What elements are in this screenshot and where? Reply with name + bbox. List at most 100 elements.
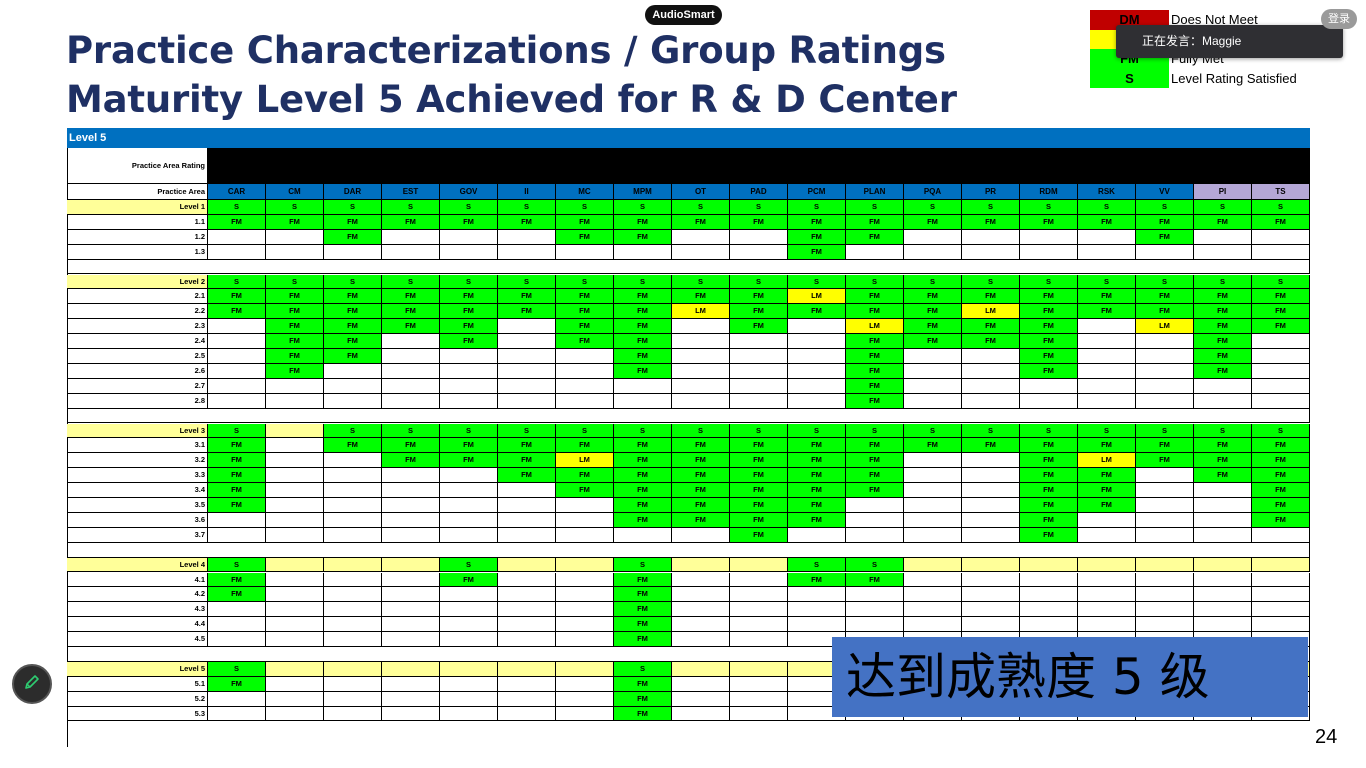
rating-cell: S (904, 200, 962, 215)
practice-row-label: 2.2 (67, 304, 208, 320)
rating-cell (266, 244, 324, 260)
rating-cell: FM (730, 319, 788, 335)
rating-cell: S (208, 200, 266, 215)
rating-cell (672, 572, 730, 588)
rating-cell: FM (614, 572, 672, 588)
rating-cell (440, 468, 498, 484)
rating-cell (382, 587, 440, 603)
column-header-cm: CM (266, 184, 324, 200)
rating-cell (1252, 572, 1310, 588)
rating-cell (208, 632, 266, 647)
rating-cell: FM (556, 468, 614, 484)
rating-cell: S (1020, 274, 1078, 290)
rating-cell (498, 483, 556, 498)
practice-row-label: 2.3 (67, 319, 208, 335)
rating-cell: FM (208, 483, 266, 498)
rating-cell (846, 587, 904, 603)
rating-cell: LM (1136, 319, 1194, 335)
rating-cell: S (1252, 274, 1310, 290)
rating-cell (382, 393, 440, 409)
rating-cell (788, 617, 846, 633)
column-header-ot: OT (672, 184, 730, 200)
practice-row-label: 2.1 (67, 289, 208, 305)
rating-cell: S (1078, 200, 1136, 215)
rating-cell: FM (730, 453, 788, 469)
rating-cell: FM (1020, 483, 1078, 498)
rating-cell: FM (962, 334, 1020, 349)
rating-cell: LM (962, 304, 1020, 320)
rating-cell: FM (730, 512, 788, 528)
rating-cell (788, 393, 846, 409)
rating-cell: S (614, 661, 672, 677)
rating-cell: FM (1020, 438, 1078, 454)
rating-cell: FM (556, 334, 614, 349)
rating-cell: FM (730, 468, 788, 484)
rating-cell: S (1078, 274, 1136, 290)
caption-overlay: 达到成熟度 5 级 (832, 637, 1308, 717)
rating-cell: S (788, 274, 846, 290)
rating-cell (324, 632, 382, 647)
practice-row-label: 5.2 (67, 691, 208, 707)
rating-cell: S (1252, 200, 1310, 215)
rating-cell: FM (788, 229, 846, 245)
rating-cell (1136, 363, 1194, 379)
rating-cell (208, 602, 266, 618)
rating-cell (672, 334, 730, 349)
rating-cell (904, 229, 962, 245)
column-header-vv: VV (1136, 184, 1194, 200)
practice-row-label: 2.8 (67, 393, 208, 409)
rating-cell (788, 378, 846, 394)
rating-cell (1078, 602, 1136, 618)
spacer-row (67, 647, 1310, 662)
rating-cell (1078, 319, 1136, 335)
rating-cell (208, 229, 266, 245)
rating-cell (1020, 557, 1078, 573)
rating-cell (1136, 512, 1194, 528)
rating-cell (730, 572, 788, 588)
practice-row-label: 4.1 (67, 572, 208, 588)
rating-cell: FM (788, 498, 846, 513)
rating-cell: FM (614, 483, 672, 498)
rating-cell: FM (672, 483, 730, 498)
rating-cell (962, 453, 1020, 469)
rating-cell (788, 319, 846, 335)
legend-text: Level Rating Satisfied (1171, 70, 1297, 86)
practice-row-label: 4.2 (67, 587, 208, 603)
rating-cell (266, 661, 324, 677)
rating-cell (266, 512, 324, 528)
rating-cell (1078, 334, 1136, 349)
rating-cell (672, 676, 730, 692)
rating-cell (904, 483, 962, 498)
rating-cell (672, 229, 730, 245)
rating-cell: FM (846, 453, 904, 469)
rating-cell (324, 527, 382, 543)
rating-cell (962, 587, 1020, 603)
rating-cell: FM (1020, 214, 1078, 230)
rating-cell: FM (208, 289, 266, 305)
rating-cell (730, 706, 788, 722)
rating-cell: FM (1020, 304, 1078, 320)
rating-cell (498, 676, 556, 692)
rating-cell: FM (1194, 334, 1252, 349)
rating-cell (904, 512, 962, 528)
rating-cell (556, 632, 614, 647)
rating-cell: FM (1252, 319, 1310, 335)
login-button[interactable]: 登录 (1321, 9, 1357, 29)
practice-row-label: 2.5 (67, 349, 208, 364)
rating-cell (1078, 557, 1136, 573)
rating-cell (382, 244, 440, 260)
rating-cell (962, 378, 1020, 394)
rating-cell: FM (498, 289, 556, 305)
rating-cell: FM (846, 393, 904, 409)
rating-cell: FM (440, 572, 498, 588)
rating-cell (904, 349, 962, 364)
annotate-button[interactable] (12, 664, 52, 704)
rating-cell (730, 691, 788, 707)
rating-cell (382, 706, 440, 722)
rating-cell: S (324, 423, 382, 439)
rating-cell (556, 706, 614, 722)
rating-cell: FM (324, 319, 382, 335)
rating-cell (672, 587, 730, 603)
rating-cell: FM (730, 214, 788, 230)
rating-cell (730, 378, 788, 394)
